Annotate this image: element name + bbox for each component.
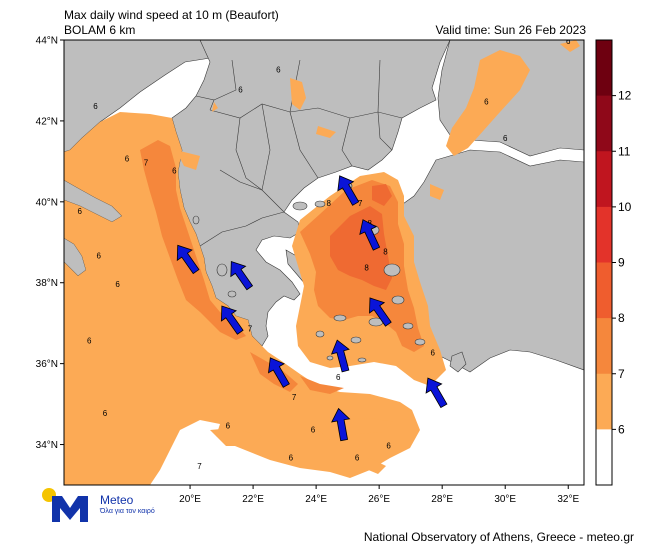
contour-label: 6 (311, 425, 316, 434)
wind-arrow-icon (220, 305, 244, 335)
contour-label: 8 (383, 247, 388, 256)
contour-label: 6 (386, 442, 391, 451)
longitude-axis: 20°E 22°E 24°E 26°E 28°E 30°E 32°E (179, 485, 579, 505)
wind-arrows (176, 175, 448, 442)
colorbar-segment (596, 262, 612, 319)
contour-label: 6 (484, 98, 489, 107)
contour-label: 8 (364, 264, 369, 273)
lon-label: 20°E (179, 494, 201, 505)
contour-label: 6 (566, 37, 571, 46)
contour-label: 6 (238, 86, 243, 95)
colorbar-segment (596, 429, 612, 486)
colorbar-label: 6 (618, 422, 625, 436)
lon-label: 26°E (368, 494, 390, 505)
lon-label: 28°E (431, 494, 453, 505)
latitude-axis: 44°N 42°N 40°N 38°N 36°N 34°N (36, 36, 64, 451)
contour-label: 6 (276, 65, 281, 74)
lon-label: 24°E (305, 494, 327, 505)
lon-label: 22°E (242, 494, 264, 505)
logo-name: Meteo (100, 493, 134, 507)
colorbar-label: 11 (618, 144, 631, 158)
colorbar-segment (596, 151, 612, 208)
colorbar-segment (596, 206, 612, 263)
lat-label: 36°N (36, 359, 58, 370)
contour-label: 6 (115, 280, 120, 289)
colorbar-label: 9 (618, 256, 625, 270)
wind-arrow-icon (369, 297, 392, 327)
contour-label: 6 (289, 454, 294, 463)
colorbar-label: 7 (618, 367, 625, 381)
contour-label: 7 (358, 199, 363, 208)
lon-label: 30°E (494, 494, 516, 505)
land-rhodes (449, 351, 467, 373)
map-frame (63, 39, 585, 486)
contour-label: 6 (103, 409, 108, 418)
contour-label: 6 (87, 336, 92, 345)
contour-label: 6 (226, 421, 231, 430)
aegean-islands (192, 181, 426, 363)
contour-label: 6 (431, 349, 436, 358)
contour-label: 8 (327, 199, 332, 208)
lat-label: 34°N (36, 440, 58, 451)
lat-label: 42°N (36, 116, 58, 127)
map-title: Max daily wind speed at 10 m (Beaufort) (64, 8, 279, 22)
colorbar-segment (596, 318, 612, 375)
colorbar-label: 10 (618, 200, 632, 214)
contour-labels: 66666676666666776676668886786 (78, 37, 571, 471)
colorbar-segment (596, 373, 612, 430)
wind-arrow-icon (425, 377, 448, 409)
colorbar-label: 12 (618, 89, 632, 103)
contour-label: 6 (96, 251, 101, 260)
wind-arrow-icon (337, 175, 360, 206)
contour-label: 6 (93, 102, 98, 111)
wind-arrow-icon (230, 260, 254, 291)
wind-arrow-icon (268, 357, 290, 388)
colorbar-segment (596, 40, 612, 97)
wind-arrow-icon (331, 407, 351, 442)
wind-arrow-icon (176, 244, 200, 275)
lat-label: 40°N (36, 197, 58, 208)
logo-tagline: Όλα για τον καιρό (100, 508, 155, 515)
wind-arrow-icon (359, 219, 381, 251)
lat-label: 38°N (36, 278, 58, 289)
contour-label: 7 (292, 393, 297, 402)
contour-label: 7 (197, 462, 202, 471)
valid-time: Valid time: Sun 26 Feb 2023 (435, 23, 586, 37)
contour-label: 6 (336, 373, 341, 382)
contour-label: 6 (78, 207, 83, 216)
colorbar-segment (596, 95, 612, 152)
contour-label: 7 (248, 324, 253, 333)
lat-label: 44°N (36, 36, 58, 47)
contour-label: 6 (503, 134, 508, 143)
colorbar-label: 8 (618, 311, 625, 325)
lon-label: 32°E (557, 494, 579, 505)
wind-arrow-icon (330, 339, 350, 373)
meteo-logo (40, 486, 160, 526)
contour-label: 6 (172, 167, 177, 176)
colorbar: 6 7 8 9 10 11 12 (595, 39, 632, 486)
footer-credit: National Observatory of Athens, Greece -… (363, 530, 634, 544)
contour-label: 6 (125, 154, 130, 163)
contour-label: 7 (144, 158, 149, 167)
model-name: BOLAM 6 km (64, 23, 136, 37)
logo-m-icon (52, 496, 88, 522)
contour-label: 6 (355, 454, 360, 463)
